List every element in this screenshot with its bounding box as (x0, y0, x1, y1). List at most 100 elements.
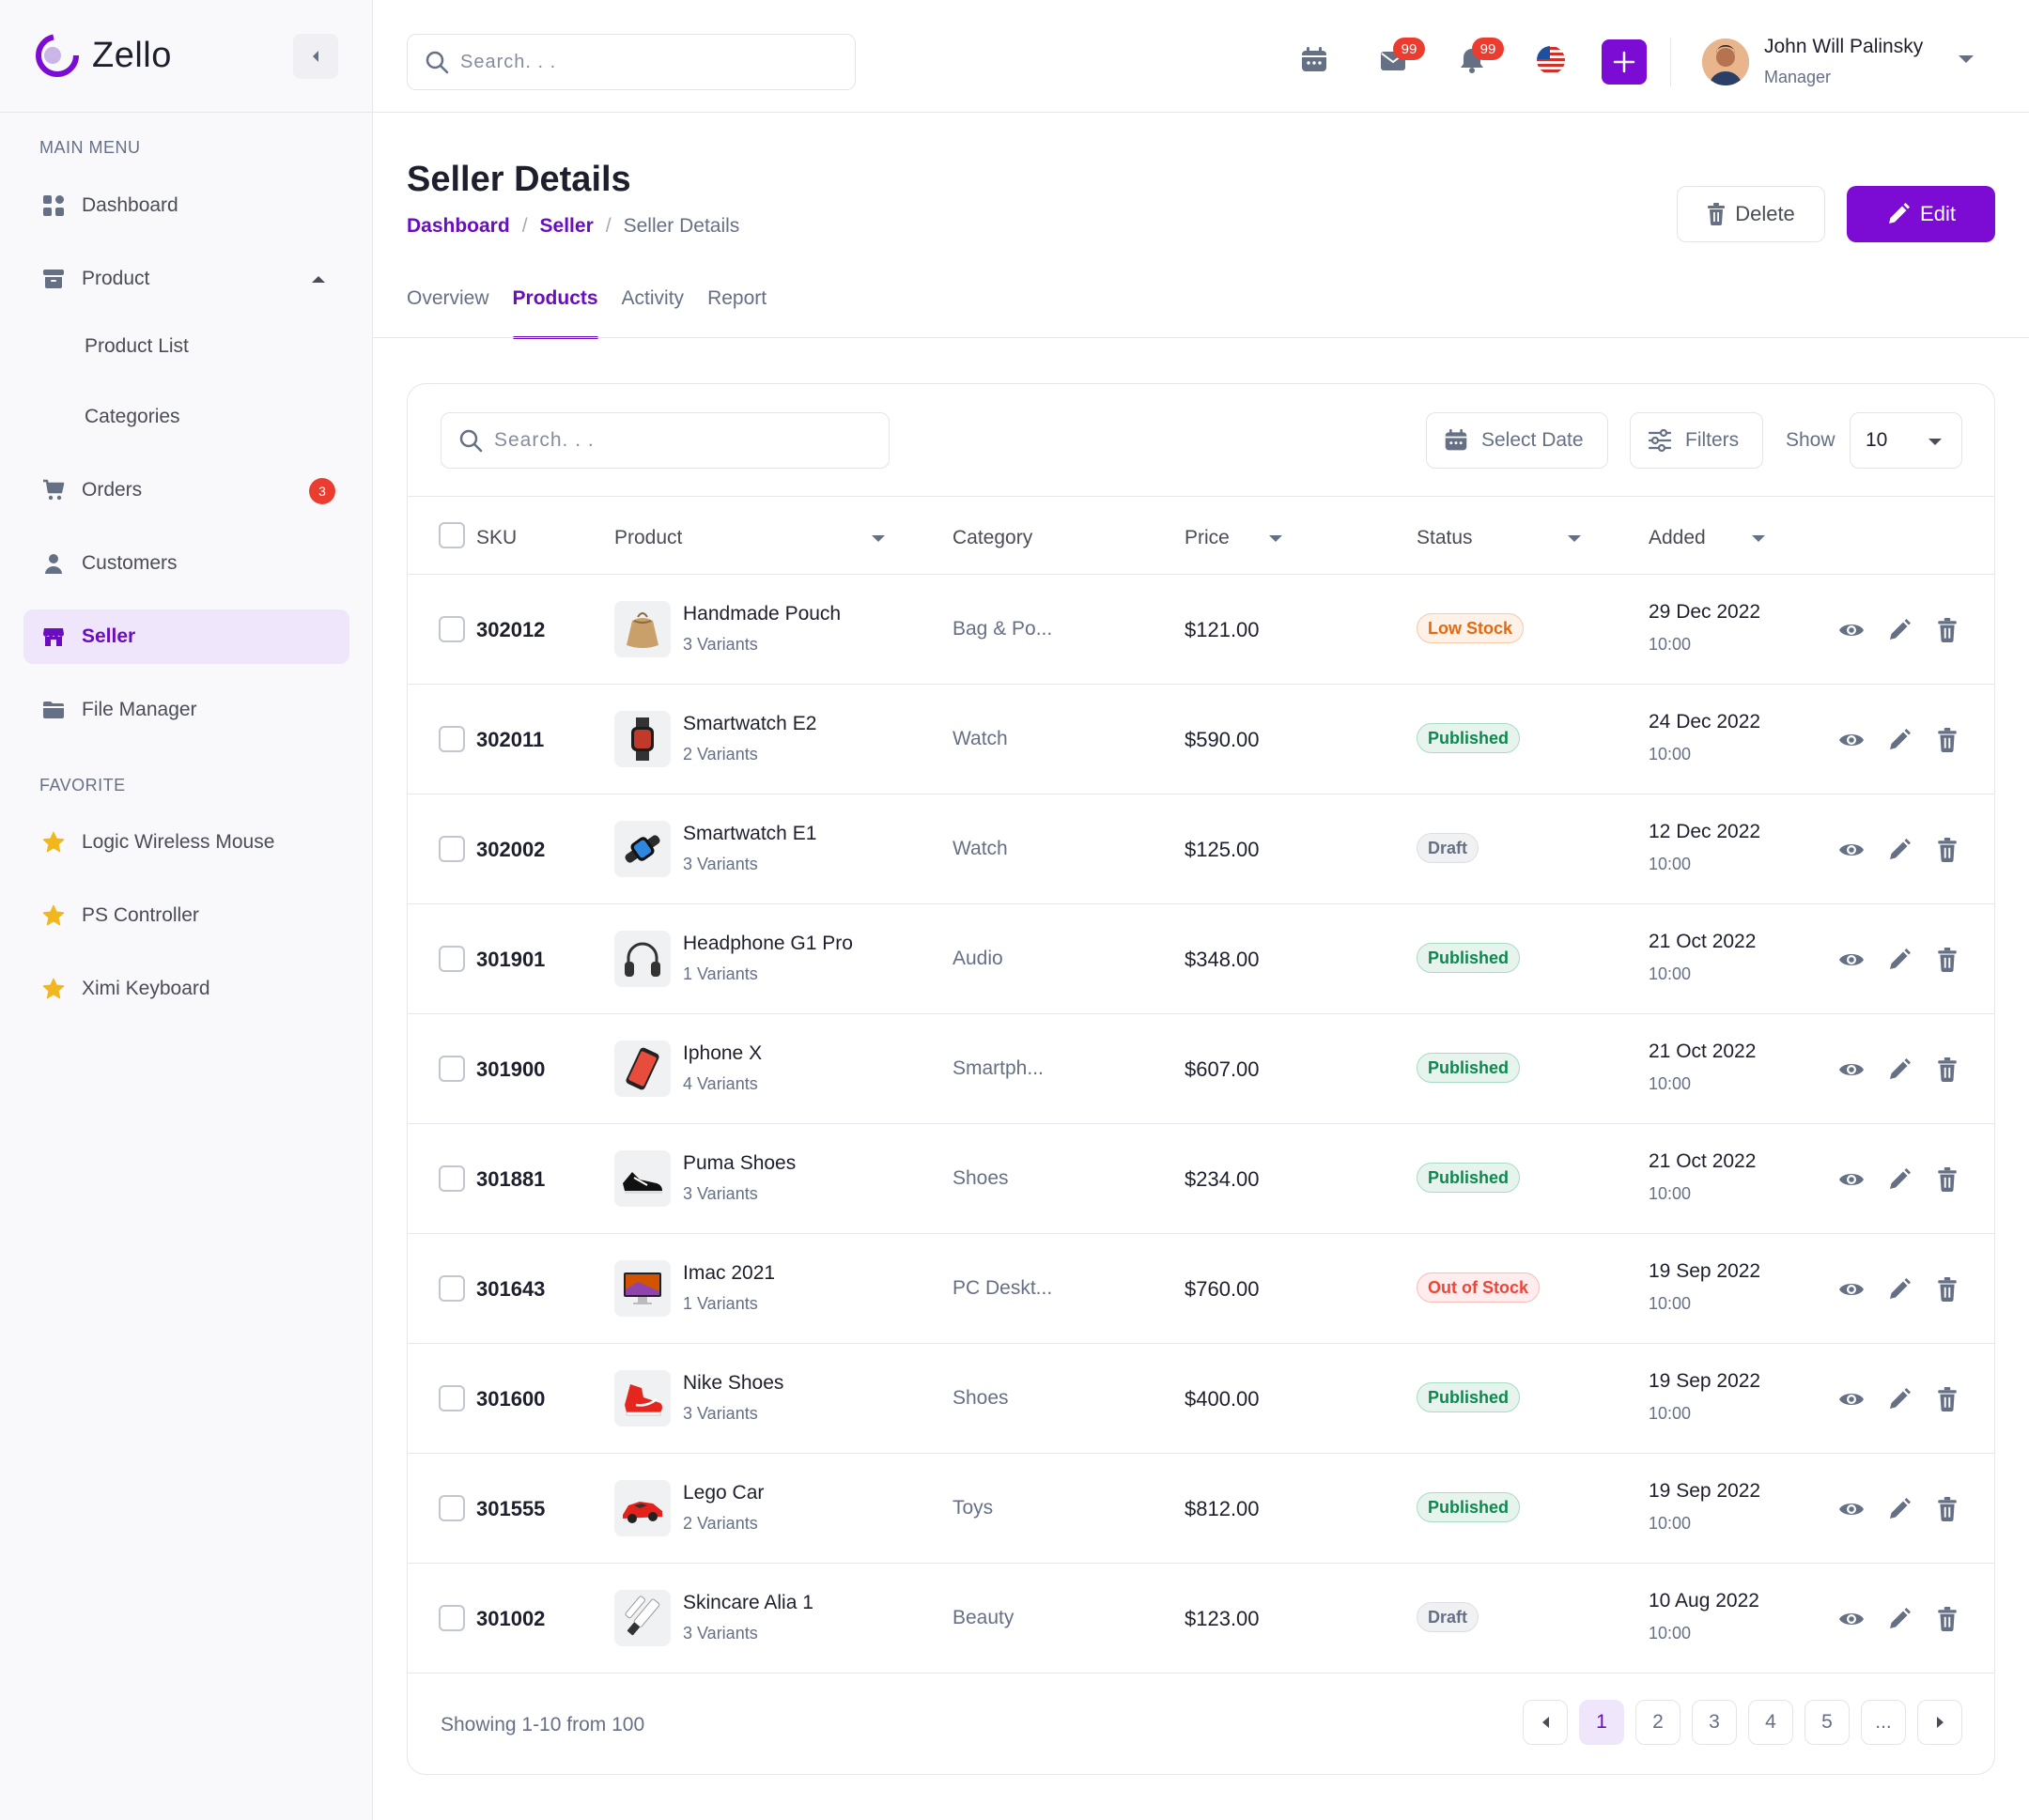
delete-row-button[interactable] (1933, 616, 1961, 644)
table-row-301002[interactable]: 301002 Skincare Alia 1 3 Variants Beauty… (408, 1563, 1994, 1673)
column-price[interactable]: Price (1185, 527, 1230, 548)
row-checkbox[interactable] (439, 836, 465, 862)
page-button-2[interactable]: 2 (1635, 1700, 1681, 1745)
table-row-302002[interactable]: 302002 Smartwatch E1 3 Variants Watch $1… (408, 794, 1994, 903)
product-name[interactable]: Headphone G1 Pro (683, 933, 853, 954)
edit-button[interactable]: Edit (1847, 186, 1995, 242)
table-row-301901[interactable]: 301901 Headphone G1 Pro 1 Variants Audio… (408, 903, 1994, 1013)
view-button[interactable] (1837, 726, 1866, 754)
sidebar-item-customers[interactable]: Customers (23, 536, 349, 591)
select-date-button[interactable]: Select Date (1426, 412, 1608, 469)
edit-row-button[interactable] (1885, 1165, 1913, 1194)
row-checkbox[interactable] (439, 1495, 465, 1521)
product-name[interactable]: Imac 2021 (683, 1262, 776, 1284)
rows-per-page-select[interactable]: 10 (1850, 412, 1962, 469)
logo[interactable]: Zello (36, 34, 172, 77)
sidebar-item-file-manager[interactable]: File Manager (23, 683, 349, 737)
sidebar-item-orders[interactable]: Orders 3 (23, 463, 349, 517)
avatar[interactable] (1702, 39, 1749, 85)
chevron-down-icon[interactable] (1958, 54, 1975, 64)
row-checkbox[interactable] (439, 1275, 465, 1302)
view-button[interactable] (1837, 946, 1866, 974)
edit-row-button[interactable] (1885, 836, 1913, 864)
row-checkbox[interactable] (439, 946, 465, 972)
tab-products[interactable]: Products (512, 287, 598, 339)
row-checkbox[interactable] (439, 1165, 465, 1192)
view-button[interactable] (1837, 616, 1866, 644)
edit-row-button[interactable] (1885, 1056, 1913, 1084)
edit-row-button[interactable] (1885, 1495, 1913, 1523)
user-name[interactable]: John Will Palinsky (1764, 36, 1924, 57)
filters-button[interactable]: Filters (1630, 412, 1763, 469)
sidebar-item-product-list[interactable]: Product List (23, 319, 349, 374)
delete-row-button[interactable] (1933, 1275, 1961, 1303)
delete-row-button[interactable] (1933, 1385, 1961, 1413)
sort-caret-icon[interactable] (1567, 534, 1582, 543)
delete-row-button[interactable] (1933, 836, 1961, 864)
view-button[interactable] (1837, 1495, 1866, 1523)
column-added[interactable]: Added (1649, 527, 1706, 548)
row-checkbox[interactable] (439, 1056, 465, 1082)
sidebar-item-seller[interactable]: Seller (23, 609, 349, 664)
favorite-item-logic-wireless-mouse[interactable]: Logic Wireless Mouse (23, 815, 349, 870)
view-button[interactable] (1837, 1056, 1866, 1084)
table-row-301900[interactable]: 301900 Iphone X 4 Variants Smartph... $6… (408, 1013, 1994, 1123)
edit-row-button[interactable] (1885, 946, 1913, 974)
breadcrumb-seller[interactable]: Seller (539, 215, 594, 237)
view-button[interactable] (1837, 1275, 1866, 1303)
add-new-button[interactable] (1602, 39, 1647, 85)
page-button-5[interactable]: 5 (1804, 1700, 1850, 1745)
edit-row-button[interactable] (1885, 616, 1913, 644)
row-checkbox[interactable] (439, 616, 465, 642)
page-button-3[interactable]: 3 (1692, 1700, 1737, 1745)
column-sku[interactable]: SKU (476, 527, 518, 548)
product-search-input[interactable] (494, 429, 851, 452)
edit-row-button[interactable] (1885, 1385, 1913, 1413)
view-button[interactable] (1837, 836, 1866, 864)
delete-row-button[interactable] (1933, 1495, 1961, 1523)
view-button[interactable] (1837, 1605, 1866, 1633)
table-row-302011[interactable]: 302011 Smartwatch E2 2 Variants Watch $5… (408, 684, 1994, 794)
global-search-input[interactable] (460, 51, 817, 73)
delete-row-button[interactable] (1933, 726, 1961, 754)
edit-row-button[interactable] (1885, 726, 1913, 754)
row-checkbox[interactable] (439, 726, 465, 752)
delete-row-button[interactable] (1933, 1165, 1961, 1194)
column-status[interactable]: Status (1417, 527, 1473, 548)
row-checkbox[interactable] (439, 1385, 465, 1411)
edit-row-button[interactable] (1885, 1275, 1913, 1303)
product-name[interactable]: Lego Car (683, 1482, 765, 1504)
edit-row-button[interactable] (1885, 1605, 1913, 1633)
select-all-checkbox[interactable] (439, 522, 465, 548)
view-button[interactable] (1837, 1385, 1866, 1413)
tab-report[interactable]: Report (707, 287, 767, 309)
page-button-4[interactable]: 4 (1748, 1700, 1793, 1745)
prev-page-button[interactable] (1523, 1700, 1568, 1745)
product-search[interactable] (441, 412, 890, 469)
delete-row-button[interactable] (1933, 1056, 1961, 1084)
notification-button[interactable]: 99 (1455, 38, 1504, 77)
favorite-item-ximi-keyboard[interactable]: Ximi Keyboard (23, 962, 349, 1016)
view-button[interactable] (1837, 1165, 1866, 1194)
table-row-301600[interactable]: 301600 Nike Shoes 3 Variants Shoes $400.… (408, 1343, 1994, 1453)
delete-button[interactable]: Delete (1677, 186, 1825, 242)
table-row-301555[interactable]: 301555 Lego Car 2 Variants Toys $812.00 … (408, 1453, 1994, 1563)
product-name[interactable]: Smartwatch E2 (683, 713, 817, 734)
sidebar-item-product[interactable]: Product (23, 252, 349, 306)
collapse-sidebar-button[interactable] (293, 34, 338, 79)
favorite-item-ps-controller[interactable]: PS Controller (23, 888, 349, 943)
product-name[interactable]: Nike Shoes (683, 1372, 784, 1394)
product-name[interactable]: Handmade Pouch (683, 603, 842, 625)
sort-caret-icon[interactable] (1751, 534, 1766, 543)
delete-row-button[interactable] (1933, 946, 1961, 974)
column-category[interactable]: Category (953, 527, 1033, 548)
table-row-301643[interactable]: 301643 Imac 2021 1 Variants PC Deskt... … (408, 1233, 1994, 1343)
page-ellipsis[interactable]: ... (1861, 1700, 1906, 1745)
calendar-button[interactable] (1297, 43, 1331, 77)
breadcrumb-dashboard[interactable]: Dashboard (407, 215, 510, 237)
mail-button[interactable]: 99 (1376, 38, 1425, 77)
product-name[interactable]: Iphone X (683, 1042, 763, 1064)
table-row-301881[interactable]: 301881 Puma Shoes 3 Variants Shoes $234.… (408, 1123, 1994, 1233)
product-name[interactable]: Skincare Alia 1 (683, 1592, 813, 1613)
tab-activity[interactable]: Activity (621, 287, 685, 309)
